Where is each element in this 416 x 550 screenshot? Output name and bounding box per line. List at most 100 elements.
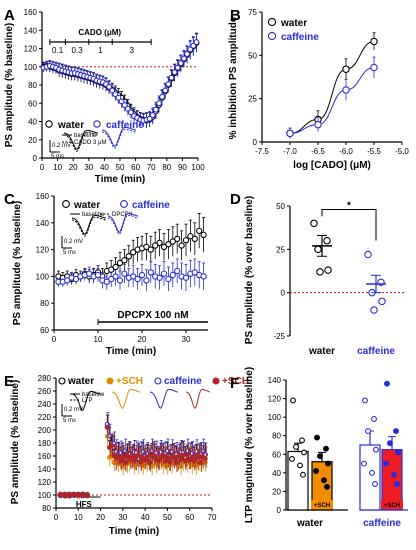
panel-f-point-3 bbox=[391, 471, 397, 478]
panel-e-legend-caffeine: caffeine bbox=[164, 376, 202, 387]
panel-f-point-1 bbox=[324, 483, 330, 490]
panel-c-legend-marker-water bbox=[62, 200, 70, 208]
panel-e-point-+SCH bbox=[147, 460, 153, 465]
panel-e-point-+SCH bbox=[120, 454, 126, 460]
panel-f-point-2 bbox=[365, 428, 371, 435]
panel-f-point-2 bbox=[372, 481, 378, 487]
panel-e-x-tick-label: 20 bbox=[96, 513, 105, 522]
panel-f-point-3 bbox=[395, 449, 401, 456]
panel-c-point-caffeine bbox=[86, 270, 93, 277]
panel-b-x-label: log [CADO] (μM) bbox=[293, 160, 371, 171]
panel-e-trace-caffeine-sch bbox=[185, 388, 211, 409]
panel-e-point-+SCH bbox=[202, 456, 208, 462]
panel-e-point-+SCH bbox=[162, 458, 168, 464]
panel-c-y-label: PS amplitude (% baseline) bbox=[12, 201, 23, 325]
panel-a-point-caffeine bbox=[181, 55, 187, 62]
panel-e-scale-bar-mv-label: 0.2 mV bbox=[64, 407, 83, 413]
panel-a-point-caffeine bbox=[124, 105, 131, 112]
panel-f-point-2 bbox=[361, 460, 367, 467]
panel-e-label: E bbox=[4, 373, 14, 390]
panel-f-bar-2 bbox=[359, 444, 381, 511]
panel-d-significance-bracket bbox=[321, 208, 377, 241]
panel-c-trace-label-drug: DPCPX bbox=[112, 212, 133, 218]
panel-a-point-caffeine bbox=[190, 42, 197, 49]
panel-c-point-caffeine bbox=[191, 269, 198, 276]
panel-a-scale-bar-mv-label: 0.2 mV bbox=[52, 143, 71, 149]
panel-d-category-caffeine: caffeine bbox=[357, 346, 395, 357]
panel-c-x-tick-label: 0 bbox=[52, 335, 57, 344]
panel-e-y-tick-label: 260 bbox=[38, 387, 52, 396]
panel-a-y-tick-label: 60 bbox=[28, 99, 37, 108]
panel-e-x-tick-label: 50 bbox=[163, 513, 172, 522]
panel-d-y-tick-label: 0 bbox=[281, 289, 286, 298]
panel-f-y-tick-label: 60 bbox=[272, 450, 281, 459]
panel-f-y-tick-label: 120 bbox=[268, 395, 282, 404]
panel-e-point-+SCH bbox=[131, 458, 137, 463]
panel-a-cado-concentration: 3 bbox=[129, 46, 134, 55]
panel-a-y-tick-label: 120 bbox=[24, 45, 38, 54]
panel-e-pre-point-+SCH bbox=[57, 491, 64, 498]
panel-a-x-tick-label: 50 bbox=[116, 163, 125, 172]
panel-b-y-tick-label: 0 bbox=[253, 138, 258, 147]
panel-e-legend-marker-+SCH bbox=[106, 377, 114, 385]
panel-e-x-tick-label: 40 bbox=[141, 513, 150, 522]
panel-c-point-caffeine bbox=[160, 270, 168, 277]
panel-c-point-caffeine bbox=[165, 275, 172, 283]
panel-e-trace-water bbox=[71, 390, 101, 411]
panel-b-y-tick-label: 25 bbox=[248, 95, 257, 104]
panel-e-point-+SCH bbox=[185, 452, 190, 458]
panel-e-point-+SCH bbox=[198, 460, 204, 465]
panel-c-point-water bbox=[130, 249, 137, 256]
panel-e-y-tick-label: 140 bbox=[38, 465, 52, 474]
panel-e-point-+SCH bbox=[178, 456, 184, 462]
panel-c-legend-marker-caffeine bbox=[120, 200, 128, 208]
panel-e-pre-point-+SCH bbox=[66, 492, 73, 499]
panel-f-point-2 bbox=[373, 446, 379, 453]
panel-c-point-caffeine bbox=[200, 273, 207, 280]
panel-b-y-tick-label: 50 bbox=[248, 51, 257, 60]
panel-e-y-tick-label: 180 bbox=[38, 439, 52, 448]
panel-e-pre-point-+SCH bbox=[71, 491, 77, 498]
panel-f-group-caffeine: caffeine bbox=[363, 518, 401, 529]
panel-d-category-water: water bbox=[308, 346, 335, 357]
panel-e-trace-caffeine bbox=[149, 388, 179, 409]
panel-c-y-tick-label: 140 bbox=[36, 219, 50, 228]
panel-e-legend-+SCH: +SCH bbox=[222, 376, 249, 387]
panel-e-point-+SCH bbox=[180, 452, 186, 458]
panel-e-y-tick-label: 120 bbox=[38, 478, 52, 487]
panel-c-point-caffeine bbox=[72, 275, 80, 283]
panel-a-point-caffeine bbox=[106, 83, 113, 90]
panel-a-point-caffeine bbox=[187, 46, 194, 53]
panel-f-y-tick-label: 140 bbox=[268, 376, 282, 385]
panel-c-point-water bbox=[169, 238, 176, 245]
panel-e-point-+SCH bbox=[111, 460, 117, 465]
panel-c-x-tick-label: 10 bbox=[94, 335, 103, 344]
panel-a-scale-bar-ms-label: 5 ms bbox=[51, 154, 64, 160]
panel-d-point-water bbox=[323, 236, 331, 245]
panel-a-x-tick-label: 10 bbox=[53, 163, 62, 172]
panel-b-y-tick-label: 75 bbox=[248, 8, 257, 17]
panel-e-hfs-label: HFS bbox=[76, 500, 93, 509]
panel-a-x-label: Time (min) bbox=[95, 174, 145, 185]
panel-c-point-water bbox=[125, 253, 132, 260]
panel-c-point-caffeine bbox=[103, 278, 110, 285]
panel-e-pre-point-+SCH bbox=[84, 492, 90, 499]
panel-a-y-tick-label: 140 bbox=[24, 26, 38, 35]
panel-f-point-1 bbox=[317, 453, 323, 460]
panel-d-point-water bbox=[310, 219, 318, 228]
panel-a-label: A bbox=[4, 7, 15, 24]
panel-a-point-caffeine bbox=[174, 64, 181, 71]
panel-e-legend-+SCH: +SCH bbox=[116, 376, 143, 387]
panel-b-x-tick-label: -5.5 bbox=[367, 147, 381, 156]
panel-f-bar-label-bg-3 bbox=[381, 500, 403, 509]
panel-c-point-caffeine bbox=[134, 275, 141, 283]
panel-a-x-tick-label: 40 bbox=[100, 163, 109, 172]
panel-b-point-water bbox=[370, 37, 378, 46]
panel-c-point-water bbox=[143, 243, 150, 251]
panel-a-point-caffeine bbox=[193, 39, 200, 46]
panel-c-point-caffeine bbox=[169, 271, 176, 279]
panel-e-point-+SCH bbox=[173, 460, 179, 465]
panel-f-point-3 bbox=[394, 481, 400, 487]
panel-e-point-+SCH bbox=[138, 459, 144, 465]
panel-a-y-tick-label: 20 bbox=[28, 136, 37, 145]
